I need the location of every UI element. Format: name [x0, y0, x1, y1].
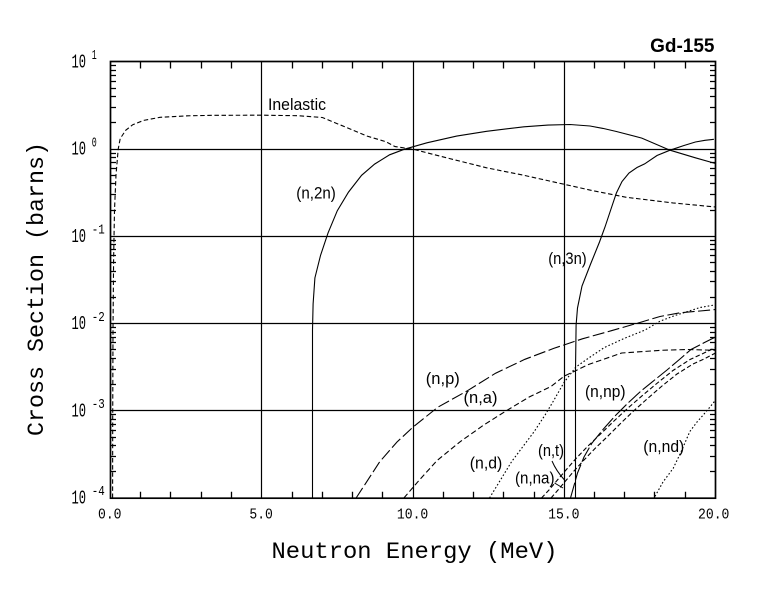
svg-text:10.0: 10.0 — [397, 507, 428, 524]
svg-text:(n,a): (n,a) — [464, 388, 498, 407]
svg-text:0.0: 0.0 — [98, 507, 122, 524]
svg-text:(n,na): (n,na) — [515, 469, 555, 488]
svg-text:Neutron Energy (MeV): Neutron Energy (MeV) — [272, 539, 558, 565]
svg-text:Gd-155: Gd-155 — [650, 36, 715, 57]
svg-text:15.0: 15.0 — [548, 507, 579, 524]
svg-text:10: 10 — [72, 139, 87, 161]
svg-text:Cross Section (barns): Cross Section (barns) — [24, 142, 50, 436]
svg-text:(n,d): (n,d) — [470, 453, 503, 472]
svg-text:10: 10 — [72, 52, 87, 74]
svg-text:10: 10 — [72, 226, 87, 248]
svg-text:(n,nd): (n,nd) — [643, 437, 684, 456]
svg-text:20.0: 20.0 — [698, 507, 729, 524]
svg-text:(n,p): (n,p) — [426, 369, 460, 388]
svg-text:-1: -1 — [92, 223, 105, 239]
svg-text:1: 1 — [92, 48, 97, 64]
svg-text:(n,np): (n,np) — [585, 382, 626, 401]
svg-text:(n,2n): (n,2n) — [296, 183, 336, 202]
svg-text:(n,3n): (n,3n) — [548, 249, 587, 268]
svg-text:-4: -4 — [92, 484, 105, 500]
svg-text:5.0: 5.0 — [249, 507, 273, 524]
svg-text:Inelastic: Inelastic — [268, 95, 326, 114]
svg-text:(n,t): (n,t) — [538, 441, 564, 460]
svg-text:-3: -3 — [92, 397, 105, 413]
svg-text:-2: -2 — [92, 310, 105, 326]
svg-text:10: 10 — [72, 488, 87, 510]
svg-text:10: 10 — [72, 400, 87, 422]
svg-text:10: 10 — [72, 313, 87, 335]
svg-text:0: 0 — [92, 135, 97, 151]
